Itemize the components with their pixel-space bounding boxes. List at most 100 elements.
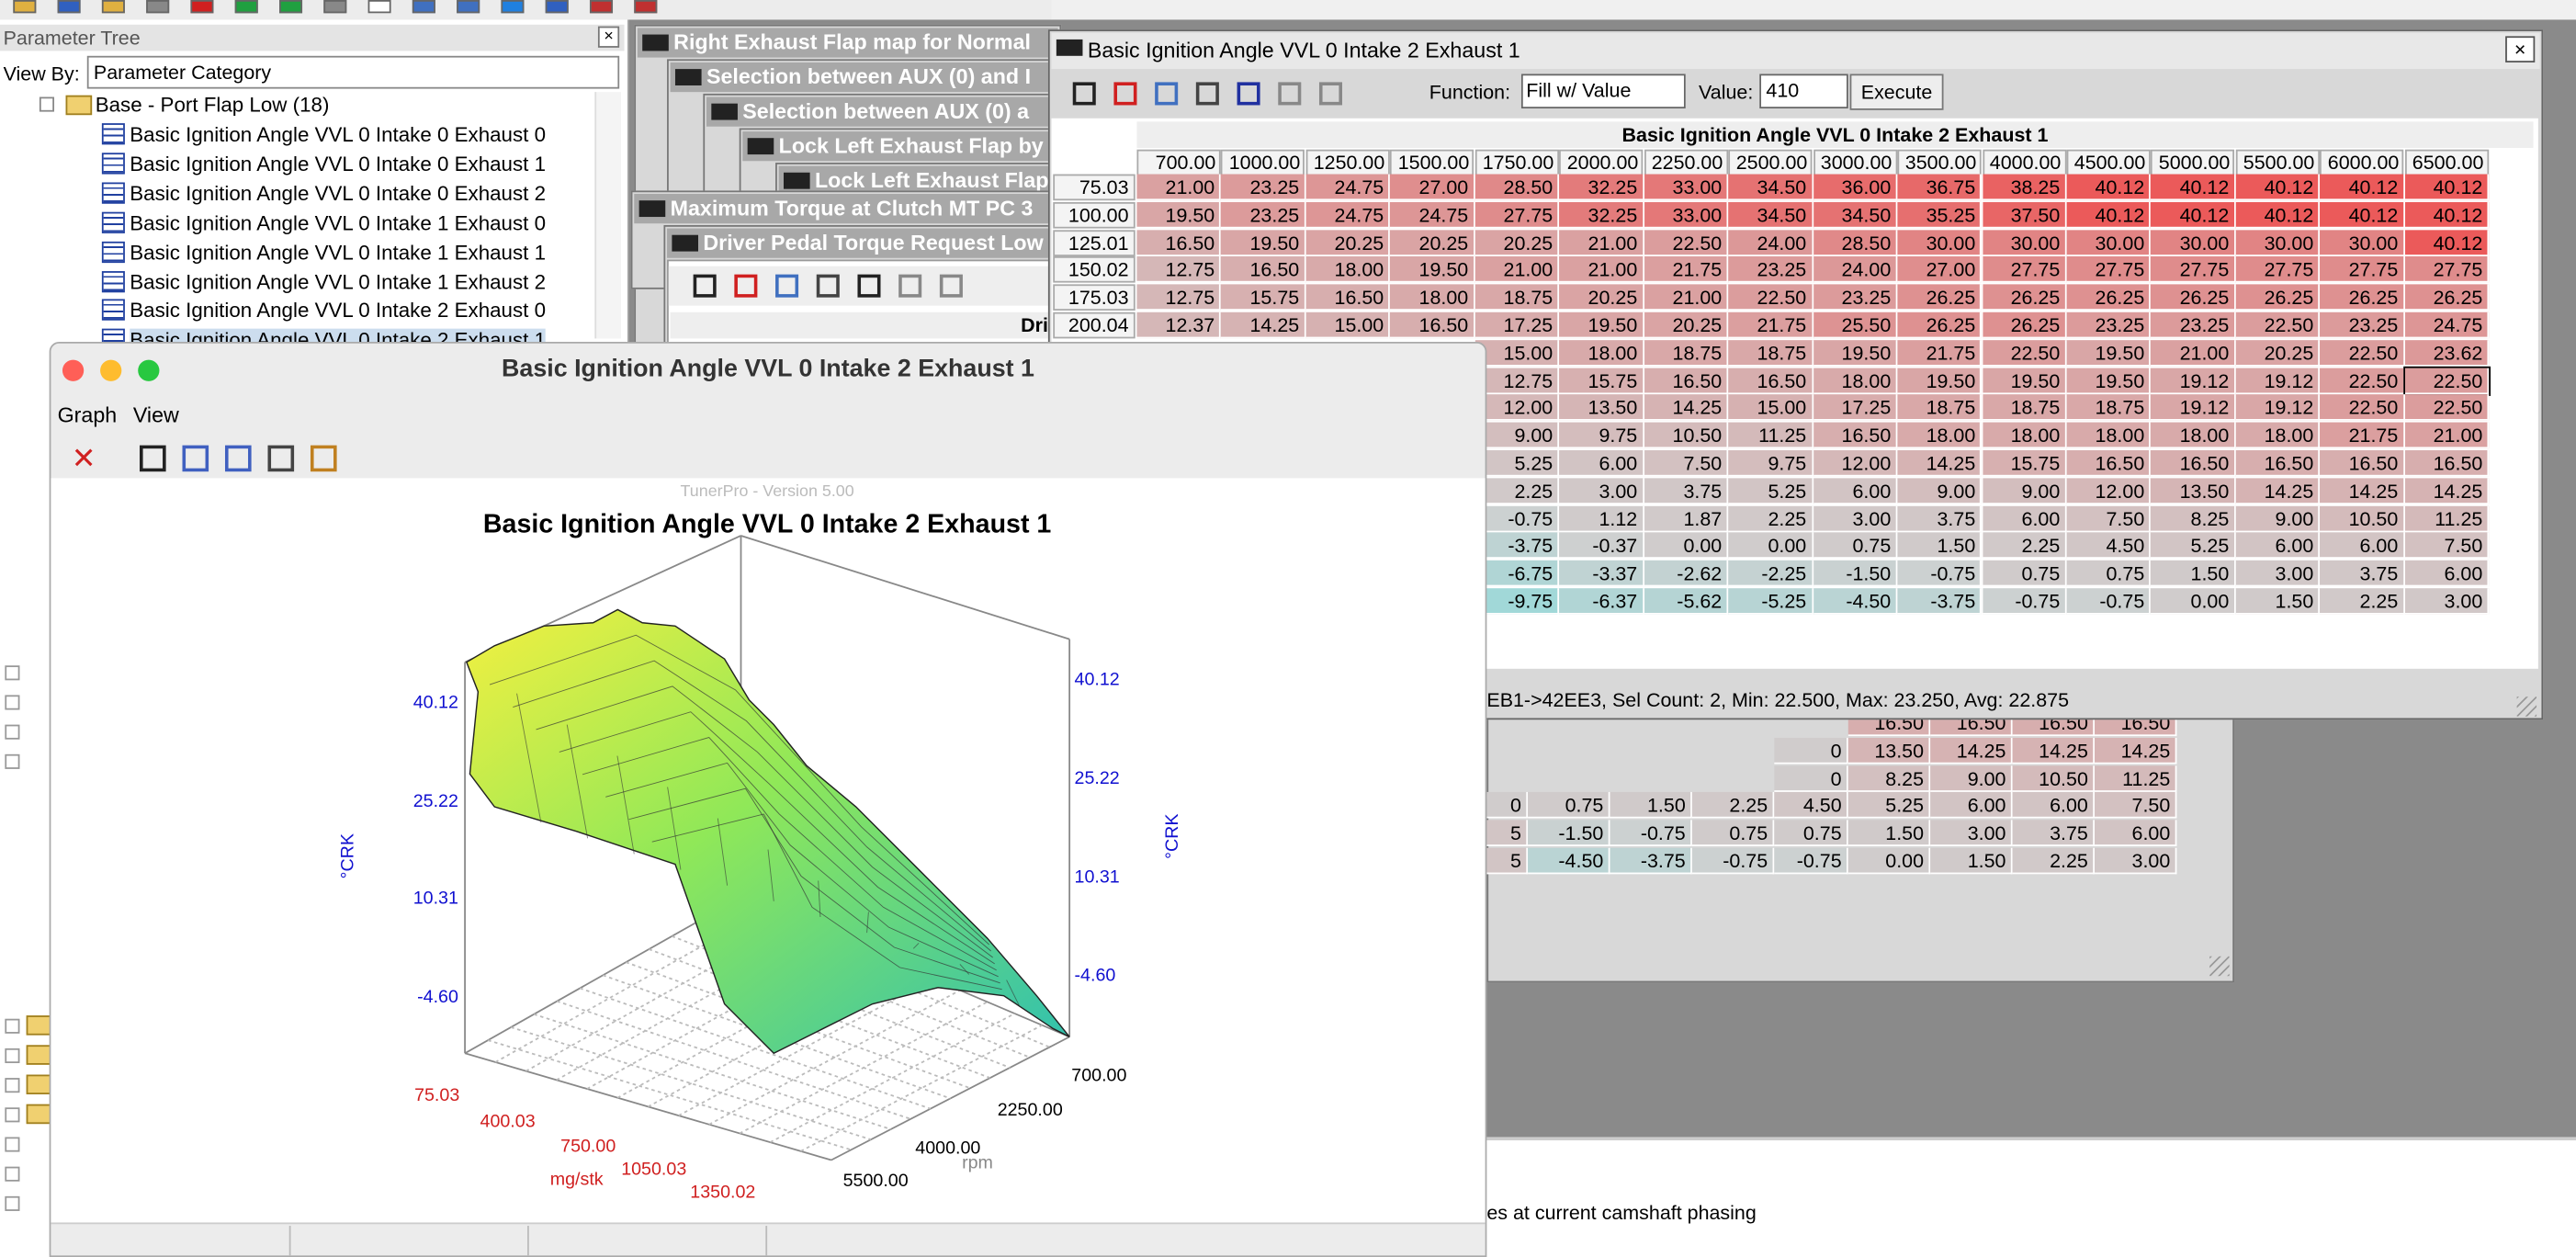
table-cell[interactable]: 21.00 (1559, 229, 1644, 256)
toolbar-icon[interactable] (1155, 82, 1179, 106)
table-cell[interactable]: 22.50 (2402, 366, 2491, 396)
table-cell[interactable]: 18.00 (1559, 339, 1644, 367)
table-cell[interactable]: 1.50 (1897, 533, 1983, 560)
table-cell[interactable]: 34.50 (1728, 174, 1813, 201)
table-cell[interactable]: 26.25 (2320, 284, 2405, 311)
table-cell[interactable]: 26.25 (1897, 284, 1983, 311)
table-cell[interactable]: 22.50 (1644, 229, 1729, 256)
table-cell[interactable]: 37.50 (1982, 201, 2067, 229)
table-cell[interactable]: 21.00 (2404, 422, 2490, 449)
collapse-box[interactable] (5, 1166, 20, 1182)
toolbar-icon[interactable] (279, 0, 303, 14)
table-cell[interactable]: 6.00 (2404, 561, 2490, 587)
table-cell[interactable]: 16.50 (2235, 449, 2321, 477)
table-cell[interactable]: 2.25 (2320, 588, 2405, 615)
toolbar-icon[interactable] (501, 0, 525, 14)
table-cell[interactable]: 27.75 (2151, 256, 2236, 284)
table-cell[interactable]: 14.25 (1644, 394, 1729, 422)
table-cell[interactable]: 18.00 (1897, 422, 1983, 449)
tree-item[interactable]: Basic Ignition Angle VVL 0 Intake 0 Exha… (130, 123, 547, 147)
table-cell[interactable]: 19.50 (1813, 339, 1898, 367)
table-cell[interactable]: 15.00 (1474, 339, 1560, 367)
table-cell[interactable]: 14.25 (2404, 478, 2490, 504)
toolbar-icon[interactable]: ✕ (71, 442, 96, 475)
table-cell[interactable]: 9.00 (1982, 478, 2067, 504)
table-cell[interactable]: 27.75 (2320, 256, 2405, 284)
toolbar-icon[interactable] (140, 445, 166, 472)
table-cell[interactable]: 18.75 (2066, 394, 2152, 422)
table-cell[interactable]: 10.50 (1644, 422, 1729, 449)
table-cell[interactable]: 22.50 (2235, 311, 2321, 339)
table-cell[interactable]: 0.00 (1644, 533, 1729, 560)
table-cell[interactable]: 12.00 (2066, 478, 2152, 504)
table-cell[interactable]: 13.50 (2151, 478, 2236, 504)
collapse-box[interactable] (5, 1137, 20, 1152)
table-cell[interactable]: 12.75 (1136, 256, 1222, 284)
table-cell[interactable]: 16.50 (2066, 449, 2152, 477)
table-cell[interactable]: 0.00 (2151, 588, 2236, 615)
table-cell[interactable]: 7.50 (2066, 505, 2152, 532)
table-cell[interactable]: 30.00 (1897, 229, 1983, 256)
table-cell[interactable]: 30.00 (1982, 229, 2067, 256)
table-cell[interactable]: 3.00 (1559, 478, 1644, 504)
toolbar-icon[interactable] (816, 274, 840, 298)
table-cell[interactable]: 18.00 (1305, 256, 1391, 284)
table-cell[interactable]: 18.75 (1982, 394, 2067, 422)
table-cell[interactable]: 26.25 (2151, 284, 2236, 311)
toolbar-icon[interactable] (1278, 82, 1302, 106)
table-cell[interactable]: 27.75 (1474, 201, 1560, 229)
toolbar-icon[interactable] (234, 0, 258, 14)
table-cell[interactable]: 40.12 (2151, 174, 2236, 201)
toolbar-icon[interactable] (146, 0, 170, 14)
table-cell[interactable]: 6.00 (1813, 478, 1898, 504)
table-cell[interactable]: 19.50 (2066, 367, 2152, 394)
table-cell[interactable]: 40.12 (2151, 201, 2236, 229)
table-cell[interactable]: 6.00 (1982, 505, 2067, 532)
table-cell[interactable]: 27.75 (2235, 256, 2321, 284)
table-cell[interactable]: 26.25 (2404, 284, 2490, 311)
table-cell[interactable]: 4.50 (2066, 533, 2152, 560)
collapse-box[interactable] (5, 1048, 20, 1064)
table-cell[interactable]: 27.75 (1982, 256, 2067, 284)
table-cell[interactable]: 0.00 (1728, 533, 1813, 560)
table-cell[interactable]: 18.75 (1728, 339, 1813, 367)
table-cell[interactable]: 13.50 (1559, 394, 1644, 422)
table-cell[interactable]: 15.00 (1728, 394, 1813, 422)
table-cell[interactable]: -2.62 (1644, 561, 1729, 587)
toolbar-icon[interactable] (634, 0, 658, 14)
table-cell[interactable]: 21.00 (1136, 174, 1222, 201)
table-cell[interactable]: 23.25 (1221, 201, 1306, 229)
table-cell[interactable]: 26.25 (1982, 311, 2067, 339)
table-cell[interactable]: -1.50 (1813, 561, 1898, 587)
table-cell[interactable]: 21.75 (2320, 422, 2405, 449)
value-input[interactable]: 410 (1759, 74, 1848, 109)
collapse-box[interactable] (5, 1018, 20, 1034)
view-by-select[interactable]: Parameter Category (86, 55, 620, 89)
collapse-box[interactable] (5, 1107, 20, 1123)
close-button[interactable]: × (2505, 36, 2536, 62)
table-cell[interactable]: 19.50 (1982, 367, 2067, 394)
toolbar-icon[interactable] (101, 0, 125, 14)
table-cell[interactable]: 8.25 (2151, 505, 2236, 532)
table-cell[interactable]: 26.25 (2235, 284, 2321, 311)
table-cell[interactable]: 23.25 (1221, 174, 1306, 201)
table-cell[interactable]: -3.37 (1559, 561, 1644, 587)
table-cell[interactable]: 22.50 (1982, 339, 2067, 367)
tree-item[interactable]: Basic Ignition Angle VVL 0 Intake 0 Exha… (130, 182, 547, 206)
table-cell[interactable]: 19.12 (2235, 367, 2321, 394)
toolbar-icon[interactable] (57, 0, 81, 14)
table-cell[interactable]: 3.00 (1813, 505, 1898, 532)
table-cell[interactable]: 18.75 (1897, 394, 1983, 422)
table-cell[interactable]: 25.50 (1813, 311, 1898, 339)
table-cell[interactable]: 16.50 (1728, 367, 1813, 394)
table-cell[interactable]: 3.00 (2404, 588, 2490, 615)
table-cell[interactable]: 7.50 (1644, 449, 1729, 477)
table-cell[interactable]: 3.75 (1897, 505, 1983, 532)
table-cell[interactable]: -6.37 (1559, 588, 1644, 615)
table-cell[interactable]: 14.25 (1897, 449, 1983, 477)
table-cell[interactable]: -5.25 (1728, 588, 1813, 615)
function-select[interactable]: Fill w/ Value (1520, 74, 1686, 109)
table-cell[interactable]: 14.25 (1221, 311, 1306, 339)
table-cell[interactable]: 40.12 (2235, 174, 2321, 201)
table-cell[interactable]: 19.50 (1559, 311, 1644, 339)
